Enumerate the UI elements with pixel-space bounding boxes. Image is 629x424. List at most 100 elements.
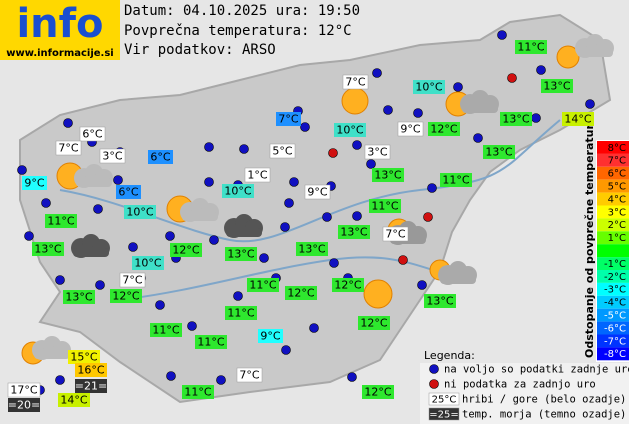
station-dot	[204, 142, 214, 152]
scale-label: -5°C	[604, 311, 626, 322]
station-dot	[239, 144, 249, 154]
station-box	[225, 247, 257, 261]
legend-text: temp. morja (temno ozadje)	[462, 409, 626, 421]
station-temp: 3°C	[367, 146, 387, 159]
legend-text: ni podatka za zadnjo uro	[444, 379, 596, 391]
station-dot	[453, 82, 463, 92]
station-temp: 9°C	[307, 186, 327, 199]
station-dot	[24, 231, 34, 241]
station-dot	[128, 242, 138, 252]
no-data-dot	[398, 255, 408, 265]
scale-label: 6°C	[608, 169, 626, 180]
station-temp: 7°C	[58, 142, 78, 155]
station-box	[148, 150, 173, 164]
station-dot	[209, 235, 219, 245]
station-dot	[427, 183, 437, 193]
station-box	[244, 167, 271, 183]
station-temp: 7°C	[345, 76, 365, 89]
legend-sample-box	[428, 407, 460, 421]
station-temp: 11°C	[442, 174, 469, 187]
station-box	[68, 350, 100, 364]
station-dot	[204, 177, 214, 187]
station-dot	[383, 105, 393, 115]
station-dot	[113, 175, 123, 185]
legend-text: hribi / gore (belo ozadje)	[462, 394, 626, 406]
station-temp: 7°C	[278, 113, 298, 126]
station-dot	[413, 108, 423, 118]
station-dot	[284, 198, 294, 208]
scale-swatch	[597, 321, 629, 335]
cloud-icon	[440, 275, 476, 284]
no-data-dot	[328, 148, 338, 158]
station-dot	[473, 133, 483, 143]
station-temp: 11°C	[47, 215, 74, 228]
station-temp: 11°C	[371, 200, 398, 213]
station-temp: 13°C	[426, 295, 453, 308]
station-dot	[166, 371, 176, 381]
station-temp: 6°C	[118, 186, 138, 199]
station-box	[332, 278, 364, 292]
station-dot	[352, 140, 362, 150]
scale-label: -2°C	[604, 272, 626, 283]
scale-swatch	[597, 295, 629, 309]
legend-sample: 25°C	[432, 395, 457, 406]
station-dot	[531, 113, 541, 123]
station-dot	[41, 198, 51, 208]
scale-swatch	[597, 205, 629, 219]
station-box	[413, 80, 445, 94]
logo-box	[0, 0, 120, 60]
cloud-icon	[577, 48, 613, 57]
station-temp: 11°C	[197, 336, 224, 349]
station-dot	[289, 177, 299, 187]
station-box	[58, 393, 90, 407]
date: Datum: 04.10.2025 ura: 19:50	[124, 3, 360, 19]
cloud-icon	[76, 178, 112, 187]
station-dot	[280, 222, 290, 232]
station-box	[500, 112, 532, 126]
scale-label: 2°C	[608, 220, 626, 231]
station-box	[7, 382, 41, 398]
scale-label: 5°C	[608, 182, 626, 193]
station-dot	[17, 165, 27, 175]
scale-swatch	[597, 347, 629, 361]
scale-swatch	[597, 244, 629, 258]
legend-dot	[429, 379, 439, 389]
station-box	[428, 122, 460, 136]
station-box	[304, 184, 331, 200]
station-temp: 12°C	[172, 244, 199, 257]
station-temp: 6°C	[150, 151, 170, 164]
station-temp: 5°C	[272, 145, 292, 158]
station-temp: 13°C	[227, 248, 254, 261]
station-dot	[300, 122, 310, 132]
cloud-icon	[73, 248, 109, 257]
scale-label: 3°C	[608, 207, 626, 218]
station-box	[364, 144, 391, 160]
scale-swatch	[597, 282, 629, 296]
station-box	[225, 306, 257, 320]
station-temp: 17°C	[10, 384, 37, 397]
scale-swatch	[597, 218, 629, 232]
station-temp: 14°C	[60, 394, 87, 407]
legend-title: Legenda:	[424, 349, 475, 362]
station-temp: 7°C	[122, 274, 142, 287]
station-box	[334, 123, 366, 137]
station-dot	[372, 68, 382, 78]
station-box	[372, 168, 404, 182]
scale-label: -3°C	[604, 285, 626, 296]
station-box	[132, 256, 164, 270]
station-temp: 16°C	[77, 364, 104, 377]
station-temp: 13°C	[65, 291, 92, 304]
station-dot	[165, 231, 175, 241]
station-dot	[259, 253, 269, 263]
station-box	[32, 242, 64, 256]
station-temp: 6°C	[82, 128, 102, 141]
station-box	[45, 214, 77, 228]
scale-swatch	[597, 334, 629, 348]
station-temp: 13°C	[374, 169, 401, 182]
station-box	[483, 145, 515, 159]
station-box	[182, 385, 214, 399]
station-dot	[322, 212, 332, 222]
scale-swatch	[597, 192, 629, 206]
station-temp: 1°C	[247, 169, 267, 182]
station-dot	[55, 375, 65, 385]
